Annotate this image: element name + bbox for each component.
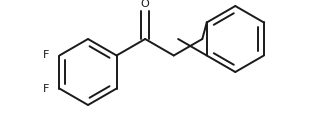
Text: F: F	[43, 83, 50, 94]
Text: F: F	[43, 51, 50, 60]
Text: O: O	[141, 0, 150, 9]
